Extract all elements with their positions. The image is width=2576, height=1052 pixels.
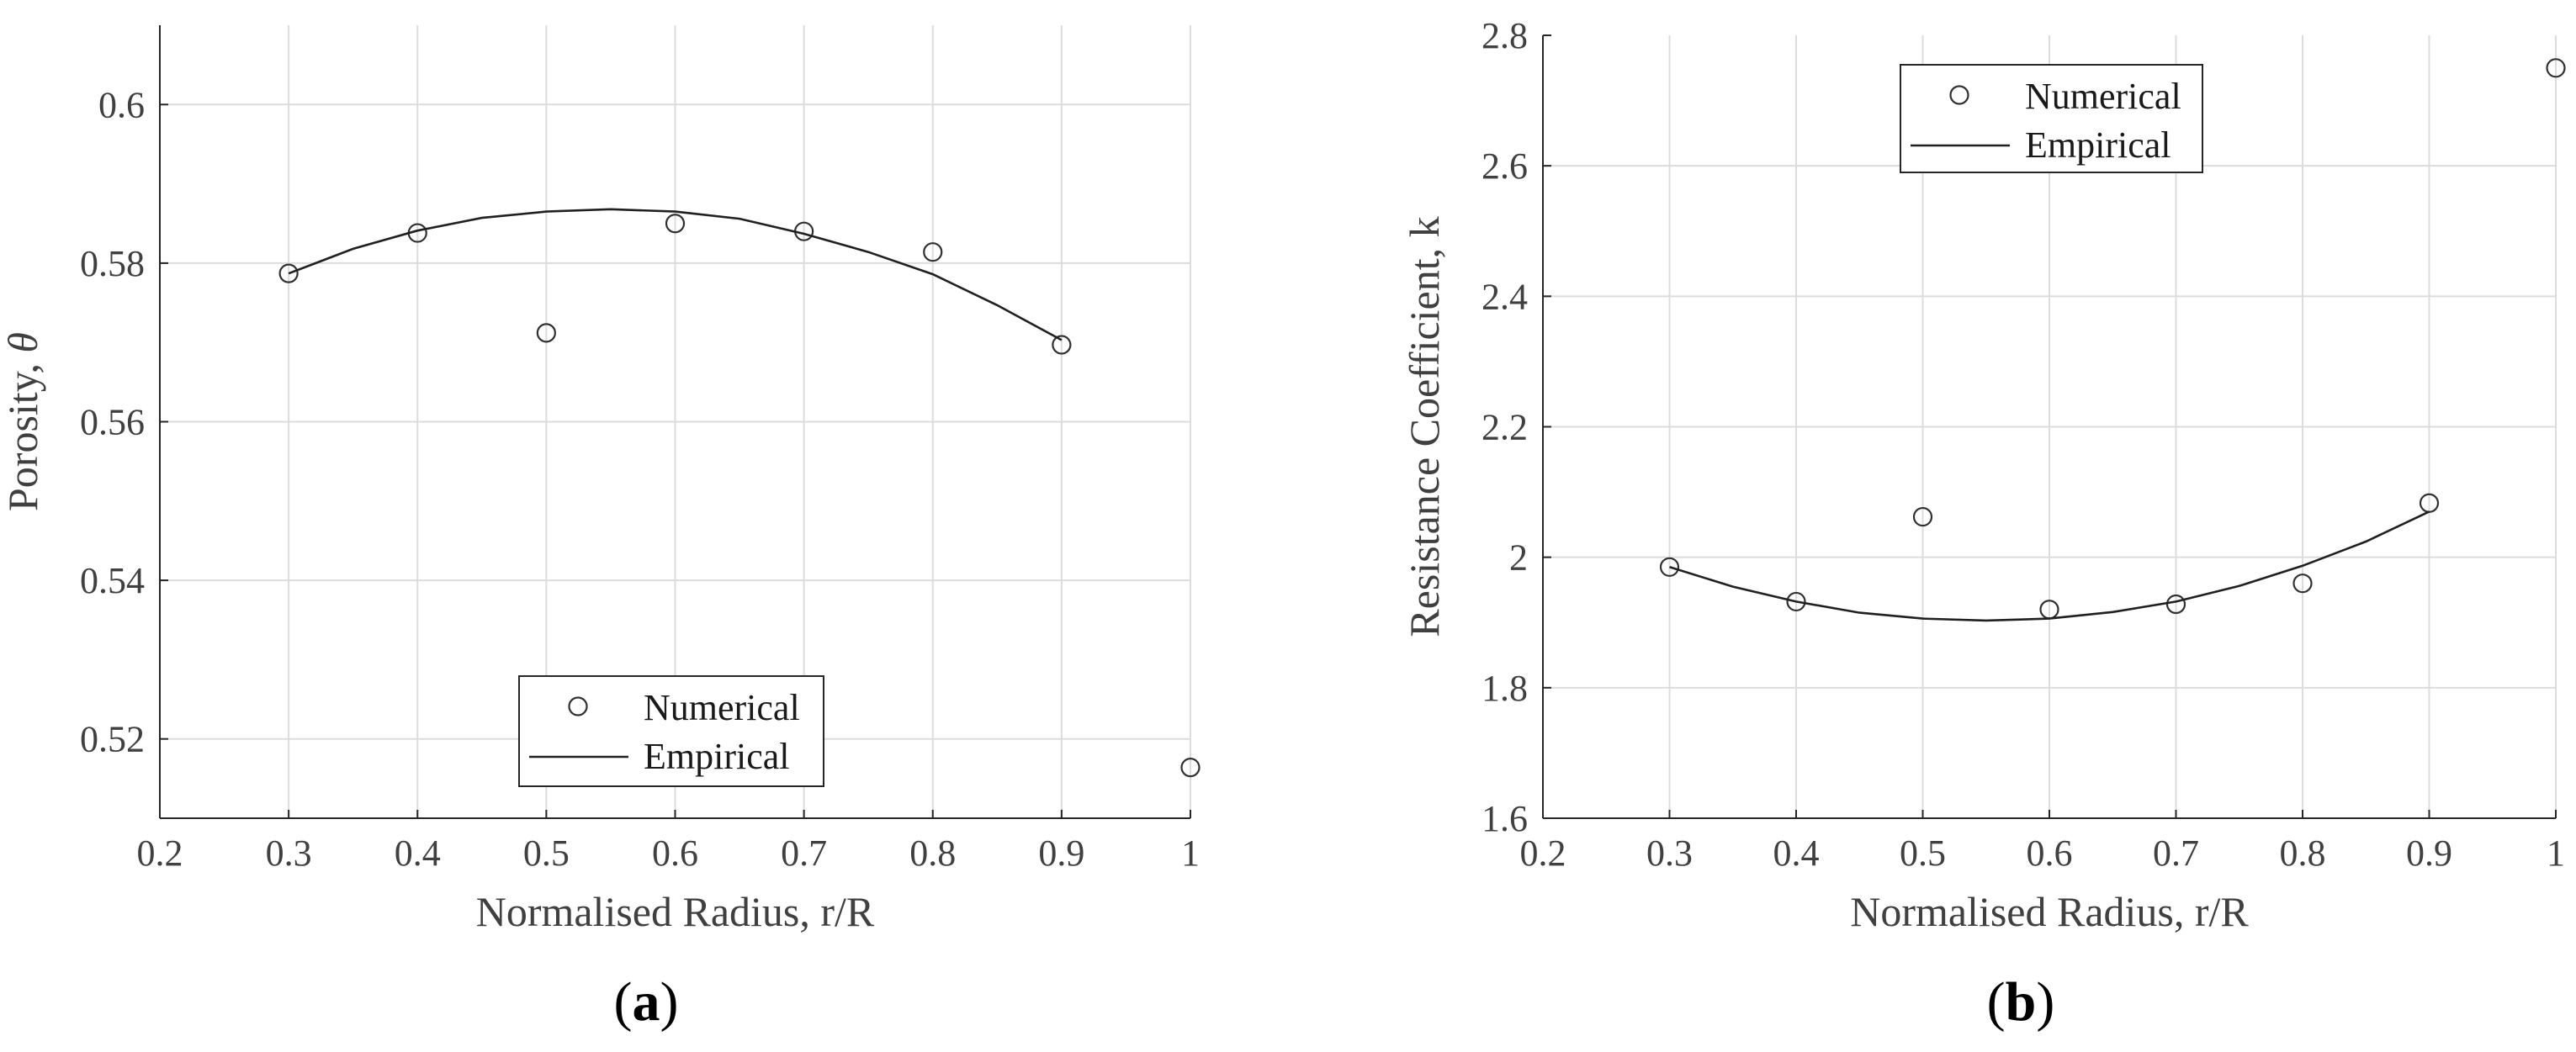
legend-box: [1900, 64, 2203, 173]
legend-label: Empirical: [2025, 124, 2171, 166]
panel-label-open-paren: (: [1987, 971, 2006, 1033]
x-tick-label: 0.6: [2027, 833, 2073, 874]
data-point-numerical: [665, 214, 686, 234]
panel-label-open-paren: (: [614, 971, 633, 1033]
data-point-numerical: [2292, 574, 2313, 594]
data-point-numerical: [278, 263, 299, 283]
panel-label-close-paren: ): [660, 971, 679, 1033]
x-tick-label: 0.8: [2280, 833, 2326, 874]
x-tick-label: 0.9: [1038, 833, 1084, 874]
y-tick-label: 0.6: [98, 84, 145, 125]
series-line-empirical: [288, 208, 1063, 341]
y-tick-label: 0.54: [80, 560, 145, 601]
x-tick-label: 0.9: [2406, 833, 2452, 874]
y-axis-label-text: Resistance Coefficient, k: [1401, 216, 1448, 637]
x-axis-label: Normalised Radius, r/R: [476, 888, 875, 935]
y-axis-label: Porosity, θ: [0, 332, 46, 511]
y-tick-label: 1.8: [1481, 668, 1528, 709]
x-tick-label: 1: [2547, 833, 2565, 874]
legend: Numerical Empirical: [518, 675, 824, 787]
y-tick-label: 0.52: [80, 719, 145, 760]
legend-marker-swatch: [568, 696, 588, 716]
y-tick-label: 2.2: [1481, 407, 1528, 448]
x-tick-label: 0.8: [909, 833, 956, 874]
y-tick-label: 2.4: [1481, 276, 1528, 317]
x-tick-label: 0.5: [1900, 833, 1946, 874]
data-point-numerical: [2165, 594, 2186, 615]
data-point-numerical: [2546, 58, 2566, 78]
legend-label: Empirical: [644, 736, 790, 777]
data-point-numerical: [923, 242, 943, 262]
data-point-numerical: [1786, 591, 1806, 612]
legend-label: Numerical: [644, 687, 800, 728]
legend-box: [518, 675, 824, 787]
chart-panel-a: 0.2 0.3 0.4 0.5 0.6 0.7 0.8 0.9 1 0.52 0.54 0.56 0.5…: [0, 25, 1201, 1033]
data-point-numerical: [536, 323, 556, 343]
data-point-numerical: [1052, 335, 1072, 355]
y-tick-label: 2: [1509, 537, 1528, 579]
y-axis-label-symbol: θ: [0, 332, 46, 353]
data-point-numerical: [1659, 557, 1680, 577]
y-tick-label: 0.56: [80, 402, 145, 443]
y-axis-label-text: Porosity,: [0, 353, 46, 511]
panel-label: (a): [614, 971, 679, 1033]
x-tick-label: 0.2: [1520, 833, 1566, 874]
legend-marker-swatch: [1949, 85, 1969, 105]
x-tick-label: 0.6: [652, 833, 698, 874]
x-tick-label: 1: [1181, 833, 1200, 874]
x-tick-label: 0.5: [523, 833, 570, 874]
legend-label: Numerical: [2025, 76, 2181, 117]
y-tick-label: 2.6: [1481, 145, 1528, 187]
x-axis-label: Normalised Radius, r/R: [1850, 888, 2249, 935]
x-tick-label: 0.7: [2153, 833, 2199, 874]
y-tick-label: 1.6: [1481, 798, 1528, 839]
panel-label-close-paren: ): [2036, 971, 2054, 1033]
y-axis-label: Resistance Coefficient, k: [1401, 216, 1448, 637]
panel-label-letter: a: [633, 971, 660, 1033]
x-tick-label: 0.7: [781, 833, 827, 874]
x-tick-label: 0.4: [395, 833, 441, 874]
x-tick-label: 0.2: [137, 833, 183, 874]
x-tick-label: 0.3: [266, 833, 312, 874]
panel-label: (b): [1987, 971, 2055, 1033]
legend: Numerical Empirical: [1900, 64, 2203, 173]
series-line-empirical: [1669, 510, 2430, 622]
x-tick-label: 0.3: [1646, 833, 1693, 874]
data-point-numerical: [1180, 758, 1201, 778]
data-point-numerical: [1912, 506, 1933, 527]
panel-label-letter: b: [2006, 971, 2037, 1033]
y-tick-label: 0.58: [80, 243, 145, 284]
chart-panel-b: 0.2 0.3 0.4 0.5 0.6 0.7 0.8 0.9 1 1.6 1.8 2 2.2 2.4 2.…: [1401, 15, 2566, 1033]
x-tick-label: 0.4: [1773, 833, 1820, 874]
y-tick-label: 2.8: [1481, 15, 1528, 56]
